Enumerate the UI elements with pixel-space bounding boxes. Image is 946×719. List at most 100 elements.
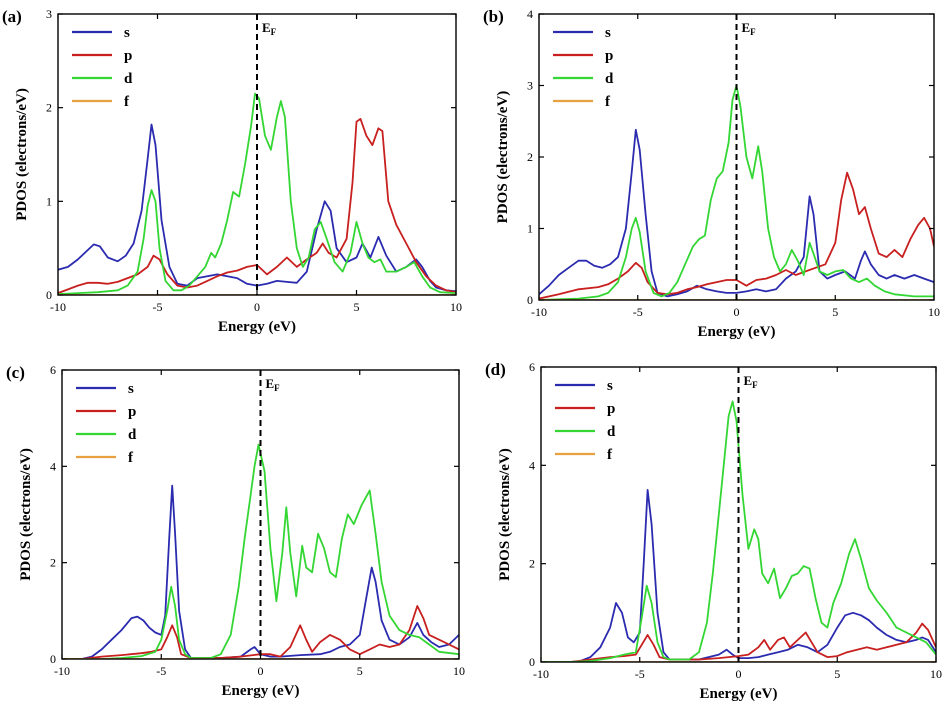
panel-2: EF -10 -5 0 5 10 0 2 4 6 Energy (eV) PDOS (electron… (6, 363, 465, 699)
x-tick-label: 10 (928, 305, 940, 319)
y-axis-title: PDOS (electrons/eV) (497, 448, 513, 581)
series-group (62, 443, 459, 659)
y-tick-label: 3 (46, 7, 52, 21)
x-axis-title: Energy (eV) (698, 324, 776, 340)
y-tick-label: 0 (46, 288, 52, 302)
x-tick-label: 5 (834, 667, 840, 681)
panel-3: EF -10 -5 0 5 10 0 2 4 6 Energy (eV) PDOS (electron… (485, 360, 942, 702)
x-tick-label: -10 (54, 664, 70, 678)
x-tick-label: 5 (357, 664, 363, 678)
legend-label-f: f (124, 94, 130, 110)
x-tick-label: 5 (354, 300, 360, 314)
y-tick-label: 6 (529, 360, 535, 374)
legend-label-s: s (605, 25, 611, 41)
x-tick-label: -5 (635, 667, 645, 681)
panel-label: (c) (6, 363, 25, 382)
x-tick-label: 0 (258, 664, 264, 678)
y-tick-label: 2 (46, 101, 52, 115)
series-line-d (62, 443, 459, 659)
legend-label-d: d (607, 424, 616, 440)
panel-label: (d) (485, 360, 506, 379)
y-tick-label: 4 (529, 458, 535, 472)
fermi-label-subscript: F (750, 27, 756, 37)
x-tick-label: 0 (254, 300, 260, 314)
y-tick-label: 3 (527, 79, 533, 93)
legend-label-p: p (124, 48, 132, 64)
x-tick-label: -10 (531, 305, 547, 319)
fermi-label-subscript: F (274, 383, 280, 393)
legend-label-p: p (605, 48, 613, 64)
fermi-label-subscript: F (752, 380, 758, 390)
y-tick-label: 1 (527, 222, 533, 236)
legend-label-s: s (124, 25, 130, 41)
legend-label-p: p (128, 404, 136, 420)
x-axis-title: Energy (eV) (700, 686, 778, 702)
series-line-d (58, 92, 456, 295)
series-line-s (541, 489, 936, 662)
series-line-s (62, 484, 459, 659)
y-tick-label: 1 (46, 194, 52, 208)
y-tick-label: 2 (527, 150, 533, 164)
x-tick-label: -10 (50, 300, 66, 314)
panel-label: (a) (2, 7, 22, 26)
panel-0: EF -10 -5 0 5 10 0 1 2 3 Energy (eV) PDOS (electron… (2, 7, 462, 335)
panel-label: (b) (483, 7, 504, 26)
series-line-p (62, 605, 459, 659)
y-tick-label: 6 (50, 363, 56, 377)
x-axis-title: Energy (eV) (218, 319, 296, 335)
y-tick-label: 0 (50, 652, 56, 666)
legend-label-p: p (607, 401, 615, 417)
legend-label-d: d (605, 71, 614, 87)
legend-label-d: d (128, 427, 137, 443)
x-tick-label: 10 (930, 667, 942, 681)
fermi-level-label: EF (742, 20, 757, 37)
x-tick-label: -5 (633, 305, 643, 319)
x-axis-title: Energy (eV) (222, 683, 300, 699)
series-line-s (58, 123, 456, 293)
y-axis-title: PDOS (electrons/eV) (18, 448, 34, 581)
series-group (541, 400, 936, 662)
fermi-label-subscript: F (271, 27, 277, 37)
x-tick-label: 0 (736, 667, 742, 681)
legend-label-s: s (128, 381, 134, 397)
series-line-p (541, 622, 936, 662)
fermi-label-main: E (744, 373, 753, 388)
y-tick-label: 0 (529, 655, 535, 669)
x-tick-label: 5 (832, 305, 838, 319)
series-line-p (539, 171, 934, 300)
y-tick-label: 4 (50, 459, 56, 473)
legend-label-f: f (128, 450, 134, 466)
x-tick-label: -5 (153, 300, 163, 314)
y-tick-label: 4 (527, 7, 533, 21)
y-tick-label: 2 (50, 556, 56, 570)
legend-label-s: s (607, 378, 613, 394)
x-tick-label: -5 (156, 664, 166, 678)
y-tick-label: 2 (529, 557, 535, 571)
fermi-level-label: EF (744, 373, 759, 390)
x-tick-label: 10 (453, 664, 465, 678)
x-tick-label: 0 (734, 305, 740, 319)
y-tick-label: 0 (527, 293, 533, 307)
legend-label-f: f (605, 94, 611, 110)
fermi-level-label: EF (262, 20, 277, 37)
series-line-d (539, 84, 934, 300)
x-tick-label: 10 (450, 300, 462, 314)
series-group (58, 92, 456, 295)
series-group (539, 84, 934, 300)
panel-1: EF -10 -5 0 5 10 0 1 2 3 4 Energy (eV) PDOS (electro… (483, 7, 940, 340)
legend-label-d: d (124, 71, 133, 87)
series-line-d (541, 400, 936, 662)
x-tick-label: -10 (533, 667, 549, 681)
fermi-label-main: E (266, 376, 275, 391)
legend-label-f: f (607, 447, 613, 463)
y-axis-title: PDOS (electrons/eV) (495, 91, 511, 224)
series-line-s (539, 128, 934, 298)
fermi-label-main: E (262, 20, 271, 35)
fermi-level-label: EF (266, 376, 281, 393)
y-axis-title: PDOS (electrons/eV) (14, 88, 30, 221)
fermi-label-main: E (742, 20, 751, 35)
